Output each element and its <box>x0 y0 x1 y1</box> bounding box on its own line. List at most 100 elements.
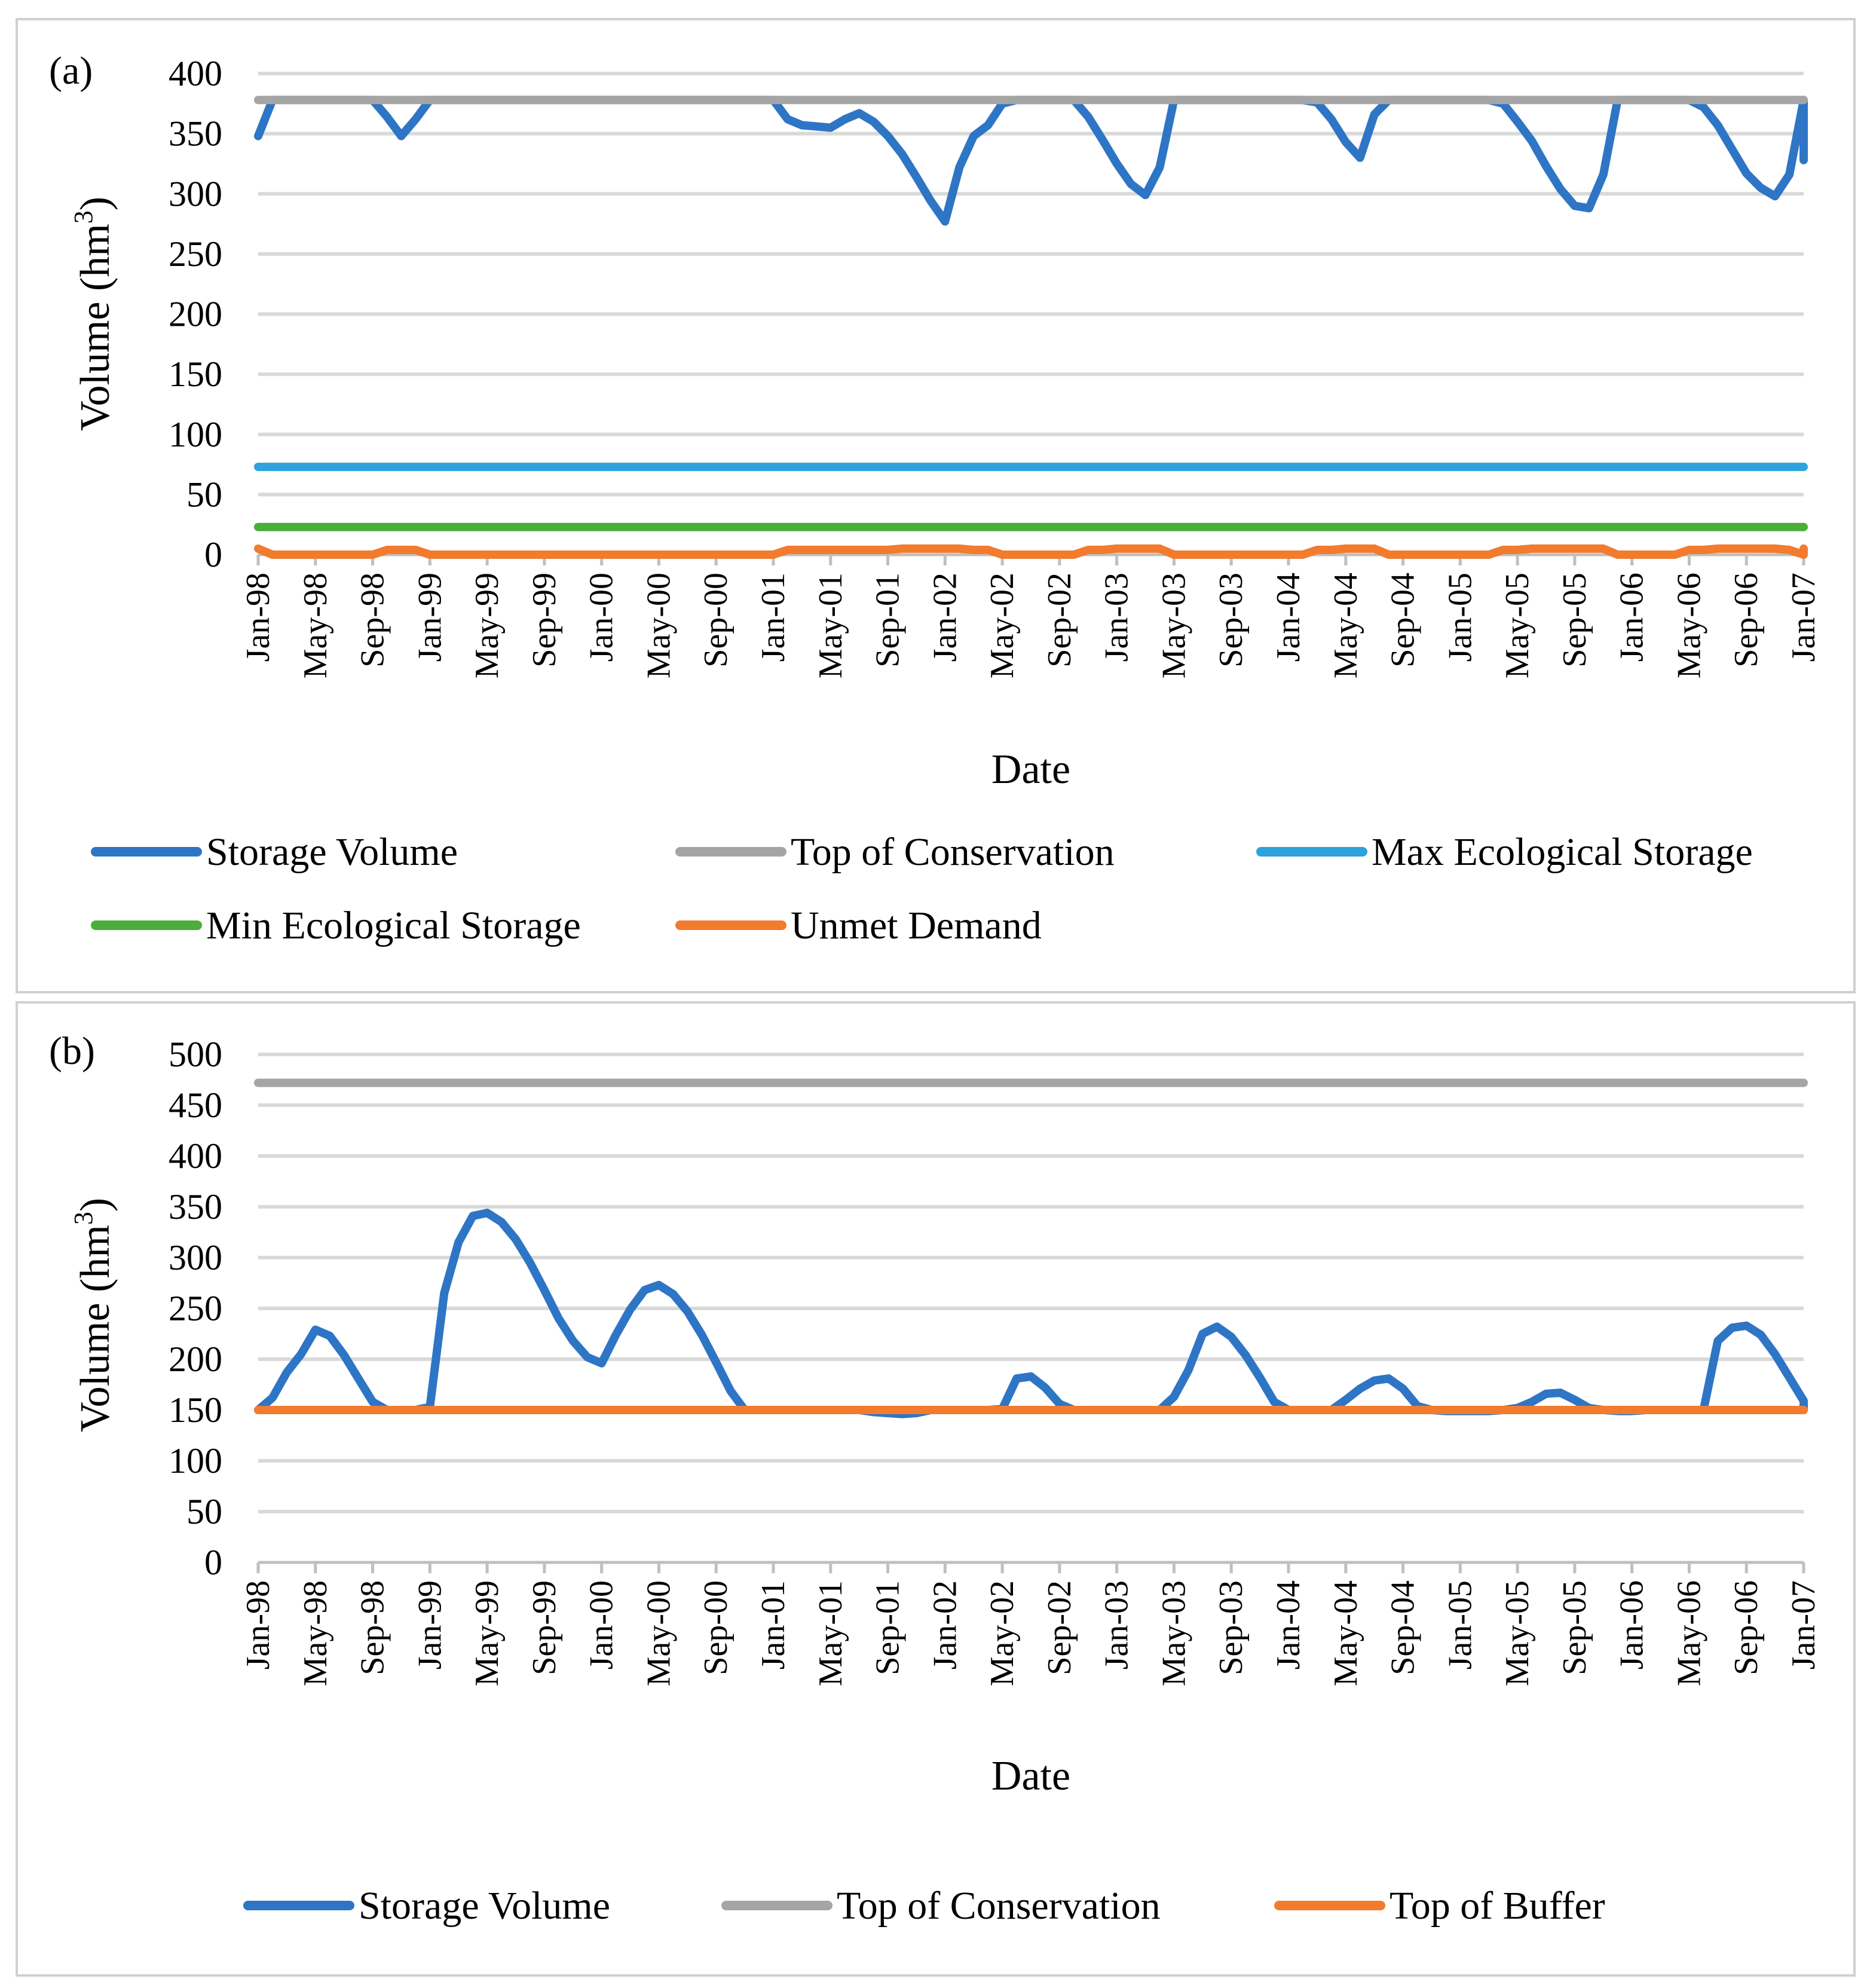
x-tick-label: May-01 <box>812 573 849 678</box>
x-tick-label: Sep-05 <box>1556 573 1593 668</box>
x-tick-label: Sep-04 <box>1385 1580 1422 1675</box>
x-tick-label: Sep-04 <box>1385 573 1422 668</box>
legend-label: Storage Volume <box>206 830 458 874</box>
x-tick-label: Jan-07 <box>1785 1580 1822 1669</box>
x-tick-label: May-04 <box>1327 1580 1364 1686</box>
x-tick-label: Sep-06 <box>1728 1580 1765 1675</box>
y-tick-label: 100 <box>169 415 222 454</box>
x-tick-label: May-05 <box>1499 573 1536 678</box>
y-tick-label: 250 <box>169 1289 222 1328</box>
legend-label: Storage Volume <box>359 1884 610 1928</box>
x-tick-label: Jan-02 <box>926 573 963 662</box>
y-tick-label: 150 <box>169 1390 222 1430</box>
x-tick-label: Jan-02 <box>926 1580 963 1669</box>
y-tick-label: 0 <box>204 1543 222 1582</box>
legend-label: Unmet Demand <box>791 904 1042 947</box>
x-tick-label: Jan-00 <box>583 1580 620 1669</box>
panel-a-frame <box>16 18 1856 993</box>
legend-label: Min Ecological Storage <box>206 904 581 947</box>
x-tick-label: Sep-99 <box>526 1580 563 1675</box>
y-axis-label-superscript: 3 <box>69 210 98 224</box>
x-tick-label: Jan-00 <box>583 573 620 662</box>
x-tick-label: Sep-01 <box>870 1580 907 1675</box>
y-tick-label: 450 <box>169 1085 222 1125</box>
chart-a: (a) 0 50 100 150 200 250 300 350 400 Jan-98 May-98 S… <box>49 49 1822 947</box>
x-tick-label: Sep-02 <box>1041 573 1078 668</box>
y-tick-label: 150 <box>169 354 222 394</box>
legend-label: Max Ecological Storage <box>1372 830 1753 874</box>
panel-label: (b) <box>49 1029 95 1073</box>
y-axis-label-text: Volume (hm <box>72 1225 118 1432</box>
panel-label: (a) <box>49 49 93 93</box>
x-tick-label: Jan-04 <box>1270 573 1307 662</box>
y-tick-label: 300 <box>169 174 222 213</box>
y-tick-label: 50 <box>186 1492 222 1531</box>
x-tick-label: Sep-01 <box>870 573 907 668</box>
x-tick-label: Jan-04 <box>1270 1580 1307 1669</box>
series-line-storage-volume <box>254 96 1808 226</box>
series-line-storage-volume <box>254 1209 1808 1418</box>
x-tick-label: Jan-01 <box>755 1580 792 1669</box>
x-tick-label: Jan-99 <box>411 1580 448 1669</box>
y-axis-label-close: ) <box>72 1198 118 1212</box>
x-tick-label: Sep-03 <box>1213 573 1250 668</box>
y-tick-label: 0 <box>204 535 222 574</box>
x-tick-label: May-03 <box>1155 573 1192 678</box>
x-tick-label: Sep-98 <box>354 1580 391 1675</box>
x-tick-label: May-02 <box>984 573 1021 678</box>
legend-label: Top of Buffer <box>1390 1884 1605 1928</box>
y-axis-label: Volume (hm3) <box>69 197 118 431</box>
y-axis-label: Volume (hm3) <box>69 1198 118 1432</box>
x-tick-label: Jan-98 <box>240 1580 277 1669</box>
x-tick-label: Jan-98 <box>240 573 277 662</box>
x-axis-label: Date <box>991 1753 1070 1799</box>
x-tick-label: May-00 <box>640 1580 677 1686</box>
panel-b-frame <box>16 1001 1856 1977</box>
x-tick-label: Jan-06 <box>1614 1580 1651 1669</box>
series-line-unmet-demand <box>254 544 1808 559</box>
x-tick-label: Sep-99 <box>526 573 563 668</box>
x-tick-label: Jan-06 <box>1614 573 1651 662</box>
x-tick-label: Jan-05 <box>1441 573 1479 662</box>
x-tick-label: Sep-03 <box>1213 1580 1250 1675</box>
x-tick-label: May-06 <box>1670 1580 1707 1686</box>
x-tick-label: Sep-00 <box>697 573 734 668</box>
y-tick-label: 400 <box>169 54 222 93</box>
y-tick-label: 300 <box>169 1238 222 1277</box>
y-axis-label-text: Volume (hm <box>72 224 118 431</box>
x-tick-label: Sep-02 <box>1041 1580 1078 1675</box>
x-tick-label: May-03 <box>1155 1580 1192 1686</box>
x-tick-label: Sep-05 <box>1556 1580 1593 1675</box>
x-tick-label: May-04 <box>1327 573 1364 678</box>
x-tick-label: May-00 <box>640 573 677 678</box>
x-tick-label: May-99 <box>469 573 506 678</box>
y-tick-label: 200 <box>169 1339 222 1379</box>
x-tick-label: Jan-03 <box>1098 573 1136 662</box>
x-tick-label: Sep-00 <box>697 1580 734 1675</box>
legend-label: Top of Conservation <box>837 1884 1161 1928</box>
y-tick-label: 500 <box>169 1035 222 1074</box>
y-tick-label: 400 <box>169 1136 222 1176</box>
x-tick-label: Jan-05 <box>1441 1580 1479 1669</box>
x-tick-label: Jan-01 <box>755 573 792 662</box>
x-tick-label: May-05 <box>1499 1580 1536 1686</box>
legend-label: Top of Conservation <box>791 830 1115 874</box>
x-tick-label: Jan-99 <box>411 573 448 662</box>
x-tick-label: May-01 <box>812 1580 849 1686</box>
y-axis-label-superscript: 3 <box>69 1212 98 1225</box>
y-tick-label: 50 <box>186 475 222 514</box>
y-tick-label: 350 <box>169 1187 222 1227</box>
y-axis-label-close: ) <box>72 197 118 210</box>
x-tick-label: May-98 <box>297 573 334 678</box>
y-tick-label: 250 <box>169 234 222 274</box>
x-axis-label: Date <box>991 747 1070 793</box>
x-tick-label: Jan-07 <box>1785 573 1822 662</box>
x-tick-label: May-02 <box>984 1580 1021 1686</box>
x-tick-label: Jan-03 <box>1098 1580 1136 1669</box>
x-tick-label: May-06 <box>1670 573 1707 678</box>
x-tick-label: May-98 <box>297 1580 334 1686</box>
y-tick-label: 350 <box>169 114 222 154</box>
chart-b: (b) 0 50 100 150 200 250 300 350 400 450 500 Jan-98 M… <box>49 1029 1822 1928</box>
x-tick-label: May-99 <box>469 1580 506 1686</box>
